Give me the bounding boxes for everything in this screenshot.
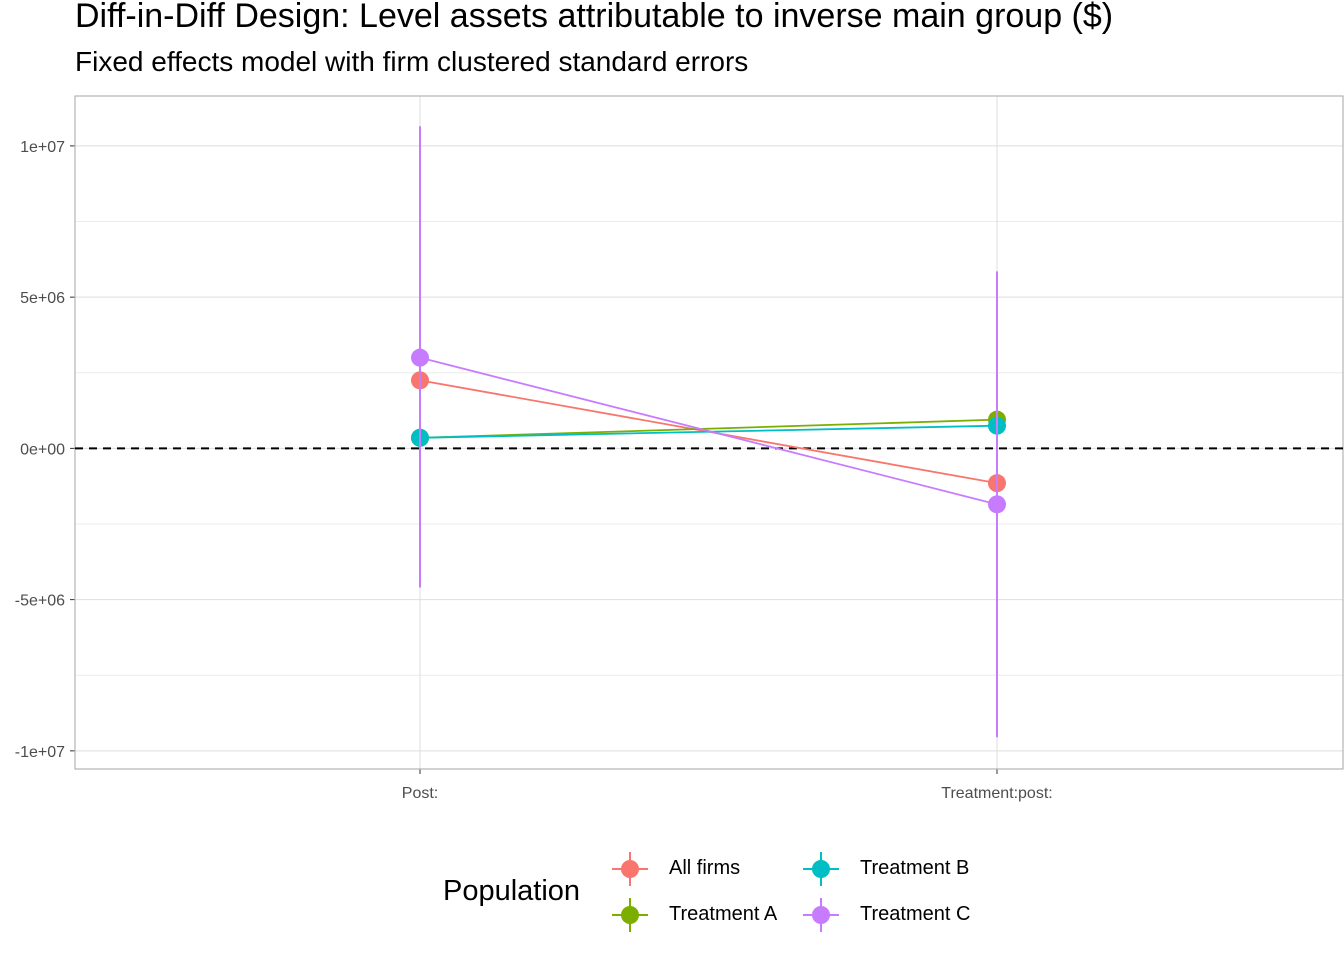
y-tick-label: -5e+06 bbox=[15, 593, 65, 610]
legend-label-treatment-b: Treatment B bbox=[860, 857, 970, 879]
chart-title: Diff-in-Diff Design: Level assets attrib… bbox=[75, 0, 1114, 35]
legend-label-treatment-a: Treatment A bbox=[669, 903, 778, 925]
y-tick-label: 1e+07 bbox=[20, 139, 65, 156]
legend-key-all-firms bbox=[612, 852, 648, 886]
chart-subtitle: Fixed effects model with firm clustered … bbox=[75, 46, 749, 77]
legend-label-treatment-c: Treatment C bbox=[860, 903, 971, 925]
x-tick-label: Post: bbox=[402, 785, 438, 802]
y-tick-label: 5e+06 bbox=[20, 290, 65, 307]
y-tick-label: -1e+07 bbox=[15, 744, 65, 761]
panel-border bbox=[74, 95, 1344, 770]
legend-key-treatment-c bbox=[803, 898, 839, 932]
y-tick-label: 0e+00 bbox=[20, 441, 65, 458]
legend-title: Population bbox=[443, 875, 581, 907]
data-point-treatment-c bbox=[988, 495, 1006, 514]
series-line-treatment-c bbox=[419, 356, 998, 506]
series-line-treatment-a bbox=[419, 418, 998, 439]
data-point-treatment-c bbox=[411, 348, 429, 367]
legend-key-treatment-a bbox=[612, 898, 648, 932]
x-tick-label: Treatment:post: bbox=[941, 785, 1052, 802]
legend-key-treatment-b bbox=[803, 852, 839, 886]
legend-label-all-firms: All firms bbox=[669, 857, 741, 879]
